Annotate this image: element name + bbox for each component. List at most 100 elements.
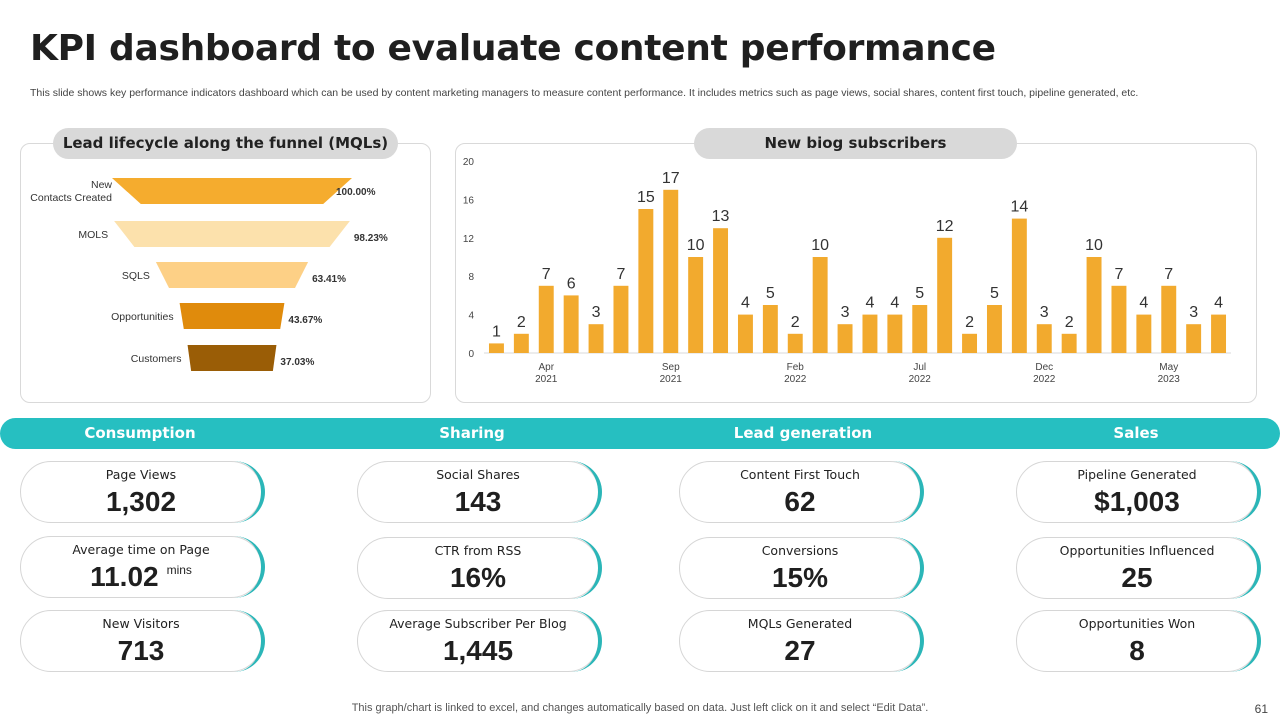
kpi-label: Social Shares [436,467,520,482]
bar-value-label: 7 [1114,266,1123,283]
x-tick-label-month: Jul [913,362,926,373]
bar[interactable] [937,237,953,353]
bar[interactable] [588,324,604,353]
y-tick-label: 20 [463,157,475,168]
bar[interactable] [1161,285,1177,353]
kpi-unit: mins [166,563,192,577]
bar-value-label: 10 [687,237,705,254]
kpi-label: Opportunities Influenced [1059,543,1215,558]
funnel-category-label: SQLS [122,270,150,282]
kpi-value: 15% [771,562,829,593]
kpi-card-ctr-from-rss: CTR from RSS 16% [357,537,602,599]
bar-value-label: 17 [662,170,680,187]
kpi-label: Content First Touch [740,467,860,482]
section-heading-sales: Sales [1113,424,1159,442]
funnel-segment[interactable] [112,178,352,204]
bar[interactable] [862,314,878,353]
bar[interactable] [737,314,753,353]
funnel-value-label: 98.23% [354,233,388,244]
bar[interactable] [787,333,803,353]
kpi-value: 25 [1121,562,1153,593]
bar-value-label: 1 [492,323,501,340]
x-tick-label-year: 2023 [1158,374,1181,385]
bar-value-label: 2 [1065,314,1074,331]
bar[interactable] [1111,285,1127,353]
y-tick-label: 4 [468,311,474,322]
bar[interactable] [513,333,529,353]
kpi-label: Conversions [761,543,839,558]
kpi-label: Average time on Page [72,542,210,557]
funnel-segment[interactable] [155,262,309,288]
bar[interactable] [538,285,554,353]
funnel-category-label: Opportunities [111,311,173,323]
bar-value-label: 5 [990,285,999,302]
bar[interactable] [1136,314,1152,353]
kpi-card-average-time-on-page: Average time on Page 11.02 mins [20,536,265,598]
bar[interactable] [887,314,903,353]
bar-value-label: 5 [915,285,924,302]
funnel-panel: New Contacts Created 100.00% MOLS 98.23% SQLS… [20,143,431,403]
bar-value-label: 2 [965,314,974,331]
bar-value-label: 12 [936,218,954,235]
bar-value-label: 7 [1164,266,1173,283]
funnel-value-label: 63.41% [312,274,346,285]
bar-value-label: 4 [1139,295,1148,312]
funnel-segment[interactable] [114,221,350,247]
kpi-label: MQLs Generated [747,616,853,631]
kpi-value: 27 [784,635,816,666]
kpi-value: 1,302 [105,486,177,517]
bar[interactable] [1061,333,1077,353]
section-heading-consumption: Consumption [84,424,196,442]
kpi-value: 11.02 mins [90,561,192,592]
page-number: 61 [1254,702,1268,716]
kpi-label: CTR from RSS [434,543,522,558]
kpi-card-conversions: Conversions 15% [679,537,924,599]
bar[interactable] [663,189,679,353]
bar[interactable] [713,228,729,353]
x-tick-label-month: Feb [787,362,805,373]
kpi-value: 62 [784,486,816,517]
bar-value-label: 15 [637,189,655,206]
kpi-value: 713 [117,635,165,666]
bar[interactable] [762,305,778,353]
kpi-label: Average Subscriber Per Blog [389,616,567,631]
funnel-panel-title: Lead lifecycle along the funnel (MQLs) [53,128,398,159]
bar[interactable] [1011,218,1027,353]
kpi-value: 8 [1129,635,1145,666]
kpi-card-average-subscriber-per-blog: Average Subscriber Per Blog 1,445 [357,610,602,672]
bar[interactable] [837,324,853,353]
bar[interactable] [962,333,978,353]
kpi-card-mqls-generated: MQLs Generated 27 [679,610,924,672]
bar[interactable] [488,343,504,353]
x-tick-label-year: 2021 [535,374,558,385]
bar[interactable] [688,257,704,353]
page-subtitle: This slide shows key performance indicat… [30,87,1139,99]
bar[interactable] [613,285,629,353]
bar[interactable] [1186,324,1202,353]
bar[interactable] [1086,257,1102,353]
bar[interactable] [563,295,579,353]
funnel-segment[interactable] [187,345,277,371]
kpi-label: Opportunities Won [1078,616,1196,631]
kpi-card-content-first-touch: Content First Touch 62 [679,461,924,523]
bar[interactable] [638,209,654,353]
bar[interactable] [986,305,1002,353]
bar[interactable] [912,305,928,353]
bar-value-label: 4 [1214,295,1223,312]
x-tick-label-month: May [1159,362,1178,373]
y-tick-label: 0 [468,349,474,360]
footer-note: This graph/chart is linked to excel, and… [351,702,929,714]
kpi-label: Pipeline Generated [1077,467,1197,482]
bar[interactable] [812,257,828,353]
bar-value-label: 4 [741,295,750,312]
bar[interactable] [1211,314,1227,353]
funnel-segment[interactable] [179,303,285,329]
bar[interactable] [1036,324,1052,353]
x-tick-label-month: Apr [538,362,554,373]
kpi-label: Page Views [105,467,177,482]
kpi-card-new-visitors: New Visitors 713 [20,610,265,672]
funnel-category-label: Contacts Created [30,192,112,204]
x-tick-label-year: 2022 [909,374,932,385]
